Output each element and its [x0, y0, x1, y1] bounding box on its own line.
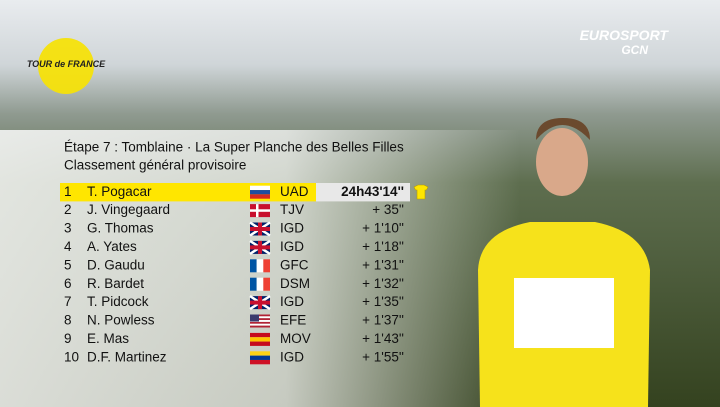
- subtitle: Classement général provisoire: [64, 158, 246, 173]
- rank: 8: [64, 313, 72, 328]
- flag: [263, 277, 270, 291]
- rank: 5: [64, 257, 72, 272]
- broadcaster-sub: GCN: [621, 43, 648, 57]
- time: + 1'31'': [362, 257, 404, 272]
- rider-name: A. Yates: [87, 239, 137, 254]
- team-code: IGD: [280, 349, 304, 364]
- flag: [250, 321, 270, 324]
- flag: [250, 320, 270, 322]
- rider-name: G. Thomas: [87, 221, 154, 236]
- rank: 10: [64, 349, 79, 364]
- flag: [250, 359, 270, 365]
- flag: [256, 277, 264, 291]
- rank: 6: [64, 276, 72, 291]
- team-code: EFE: [280, 313, 306, 328]
- flag: [250, 185, 270, 191]
- time: 24h43'14'': [341, 184, 404, 199]
- flag: [250, 277, 257, 291]
- flag: [263, 259, 270, 273]
- rank: 4: [64, 239, 72, 254]
- team-code: DSM: [280, 276, 310, 291]
- flag: [250, 341, 270, 346]
- flag: [250, 351, 270, 356]
- time: + 35'': [372, 202, 404, 217]
- rider-name: T. Pogacar: [87, 184, 152, 199]
- time: + 1'10'': [362, 221, 404, 236]
- flag: [250, 314, 259, 322]
- logo-text: TOUR de FRANCE: [27, 59, 106, 69]
- broadcaster-name: EUROSPORT: [580, 27, 670, 43]
- rider-name: D.F. Martinez: [87, 349, 167, 364]
- rank: 9: [64, 331, 72, 346]
- leader-time-bg: [316, 183, 410, 202]
- time: + 1'18'': [362, 239, 404, 254]
- rider-name: N. Powless: [87, 313, 155, 328]
- time: + 1'43'': [362, 331, 404, 346]
- flag: [250, 194, 270, 199]
- rider-name: D. Gaudu: [87, 257, 145, 272]
- flag: [250, 318, 270, 321]
- rank: 1: [64, 184, 72, 199]
- rank: 7: [64, 294, 72, 309]
- flag: [250, 325, 270, 328]
- team-code: MOV: [280, 331, 311, 346]
- flag: [250, 332, 270, 338]
- rider-name: J. Vingegaard: [87, 202, 170, 217]
- flag: [250, 190, 270, 195]
- team-code: IGD: [280, 239, 304, 254]
- flag: [250, 316, 270, 319]
- time: + 1'37'': [362, 313, 404, 328]
- team-code: TJV: [280, 202, 304, 217]
- time: + 1'55'': [362, 349, 404, 364]
- rider-name: R. Bardet: [87, 276, 144, 291]
- team-code: IGD: [280, 294, 304, 309]
- rider-name: E. Mas: [87, 331, 129, 346]
- flag: [256, 259, 264, 273]
- flag: [250, 300, 270, 305]
- stage-title: Étape 7 : Tomblaine · La Super Planche d…: [64, 140, 404, 155]
- flag: [250, 314, 270, 317]
- flag: [250, 209, 270, 212]
- rider: [478, 118, 650, 407]
- rank: 2: [64, 202, 72, 217]
- flag: [250, 355, 270, 360]
- team-code: GFC: [280, 257, 309, 272]
- flag: [250, 245, 270, 250]
- time: + 1'35'': [362, 294, 404, 309]
- rider-name: T. Pidcock: [87, 294, 149, 309]
- team-code: IGD: [280, 221, 304, 236]
- time: + 1'32'': [362, 276, 404, 291]
- yellow-jersey-icon: [413, 184, 429, 200]
- flag: [250, 227, 270, 231]
- flag: [250, 259, 257, 273]
- flag: [250, 337, 270, 342]
- team-code: UAD: [280, 184, 309, 199]
- rank: 3: [64, 221, 72, 236]
- flag: [250, 323, 270, 326]
- logo-circle: [38, 38, 94, 94]
- standings-table: 1 T. Pogacar UAD 24h43'14'' 2 J. Vingegaard TJ…: [60, 183, 429, 365]
